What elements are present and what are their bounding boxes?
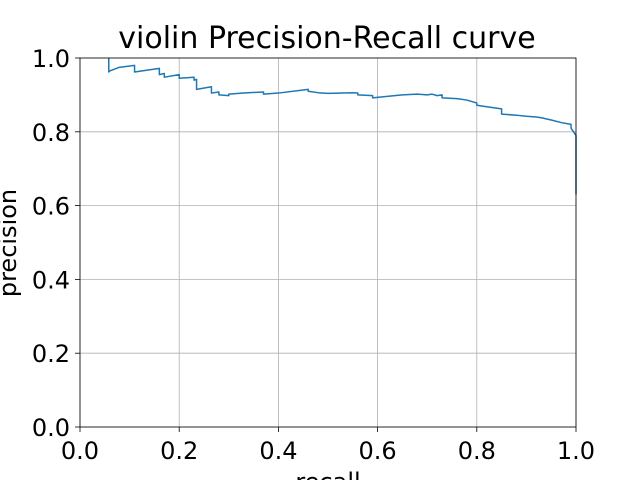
ticks: 0.0 0.2 0.4 0.6 0.8 1.0 0.0 0.2 0.4 0.6 0.8 1.0	[32, 45, 595, 465]
x-axis-label: recall	[295, 468, 360, 480]
chart-title: violin Precision-Recall curve	[118, 21, 535, 56]
y-axis-label: precision	[0, 189, 22, 297]
series-layer	[108, 58, 577, 195]
axes-frame	[79, 57, 577, 428]
x-tick-label: 1.0	[557, 437, 595, 465]
x-tick-label: 0.4	[259, 437, 297, 465]
x-tick-label: 0.0	[61, 437, 99, 465]
y-tick-label: 0.0	[32, 414, 70, 442]
x-tick-label: 0.6	[359, 437, 397, 465]
y-tick-label: 0.2	[32, 340, 70, 368]
pr-curve-line	[108, 58, 577, 195]
x-tick-label: 0.2	[160, 437, 198, 465]
x-tick-label: 0.8	[458, 437, 496, 465]
y-tick-label: 0.6	[32, 193, 70, 221]
y-tick-label: 0.4	[32, 266, 70, 294]
y-tick-label: 1.0	[32, 45, 70, 73]
y-tick-label: 0.8	[32, 119, 70, 147]
